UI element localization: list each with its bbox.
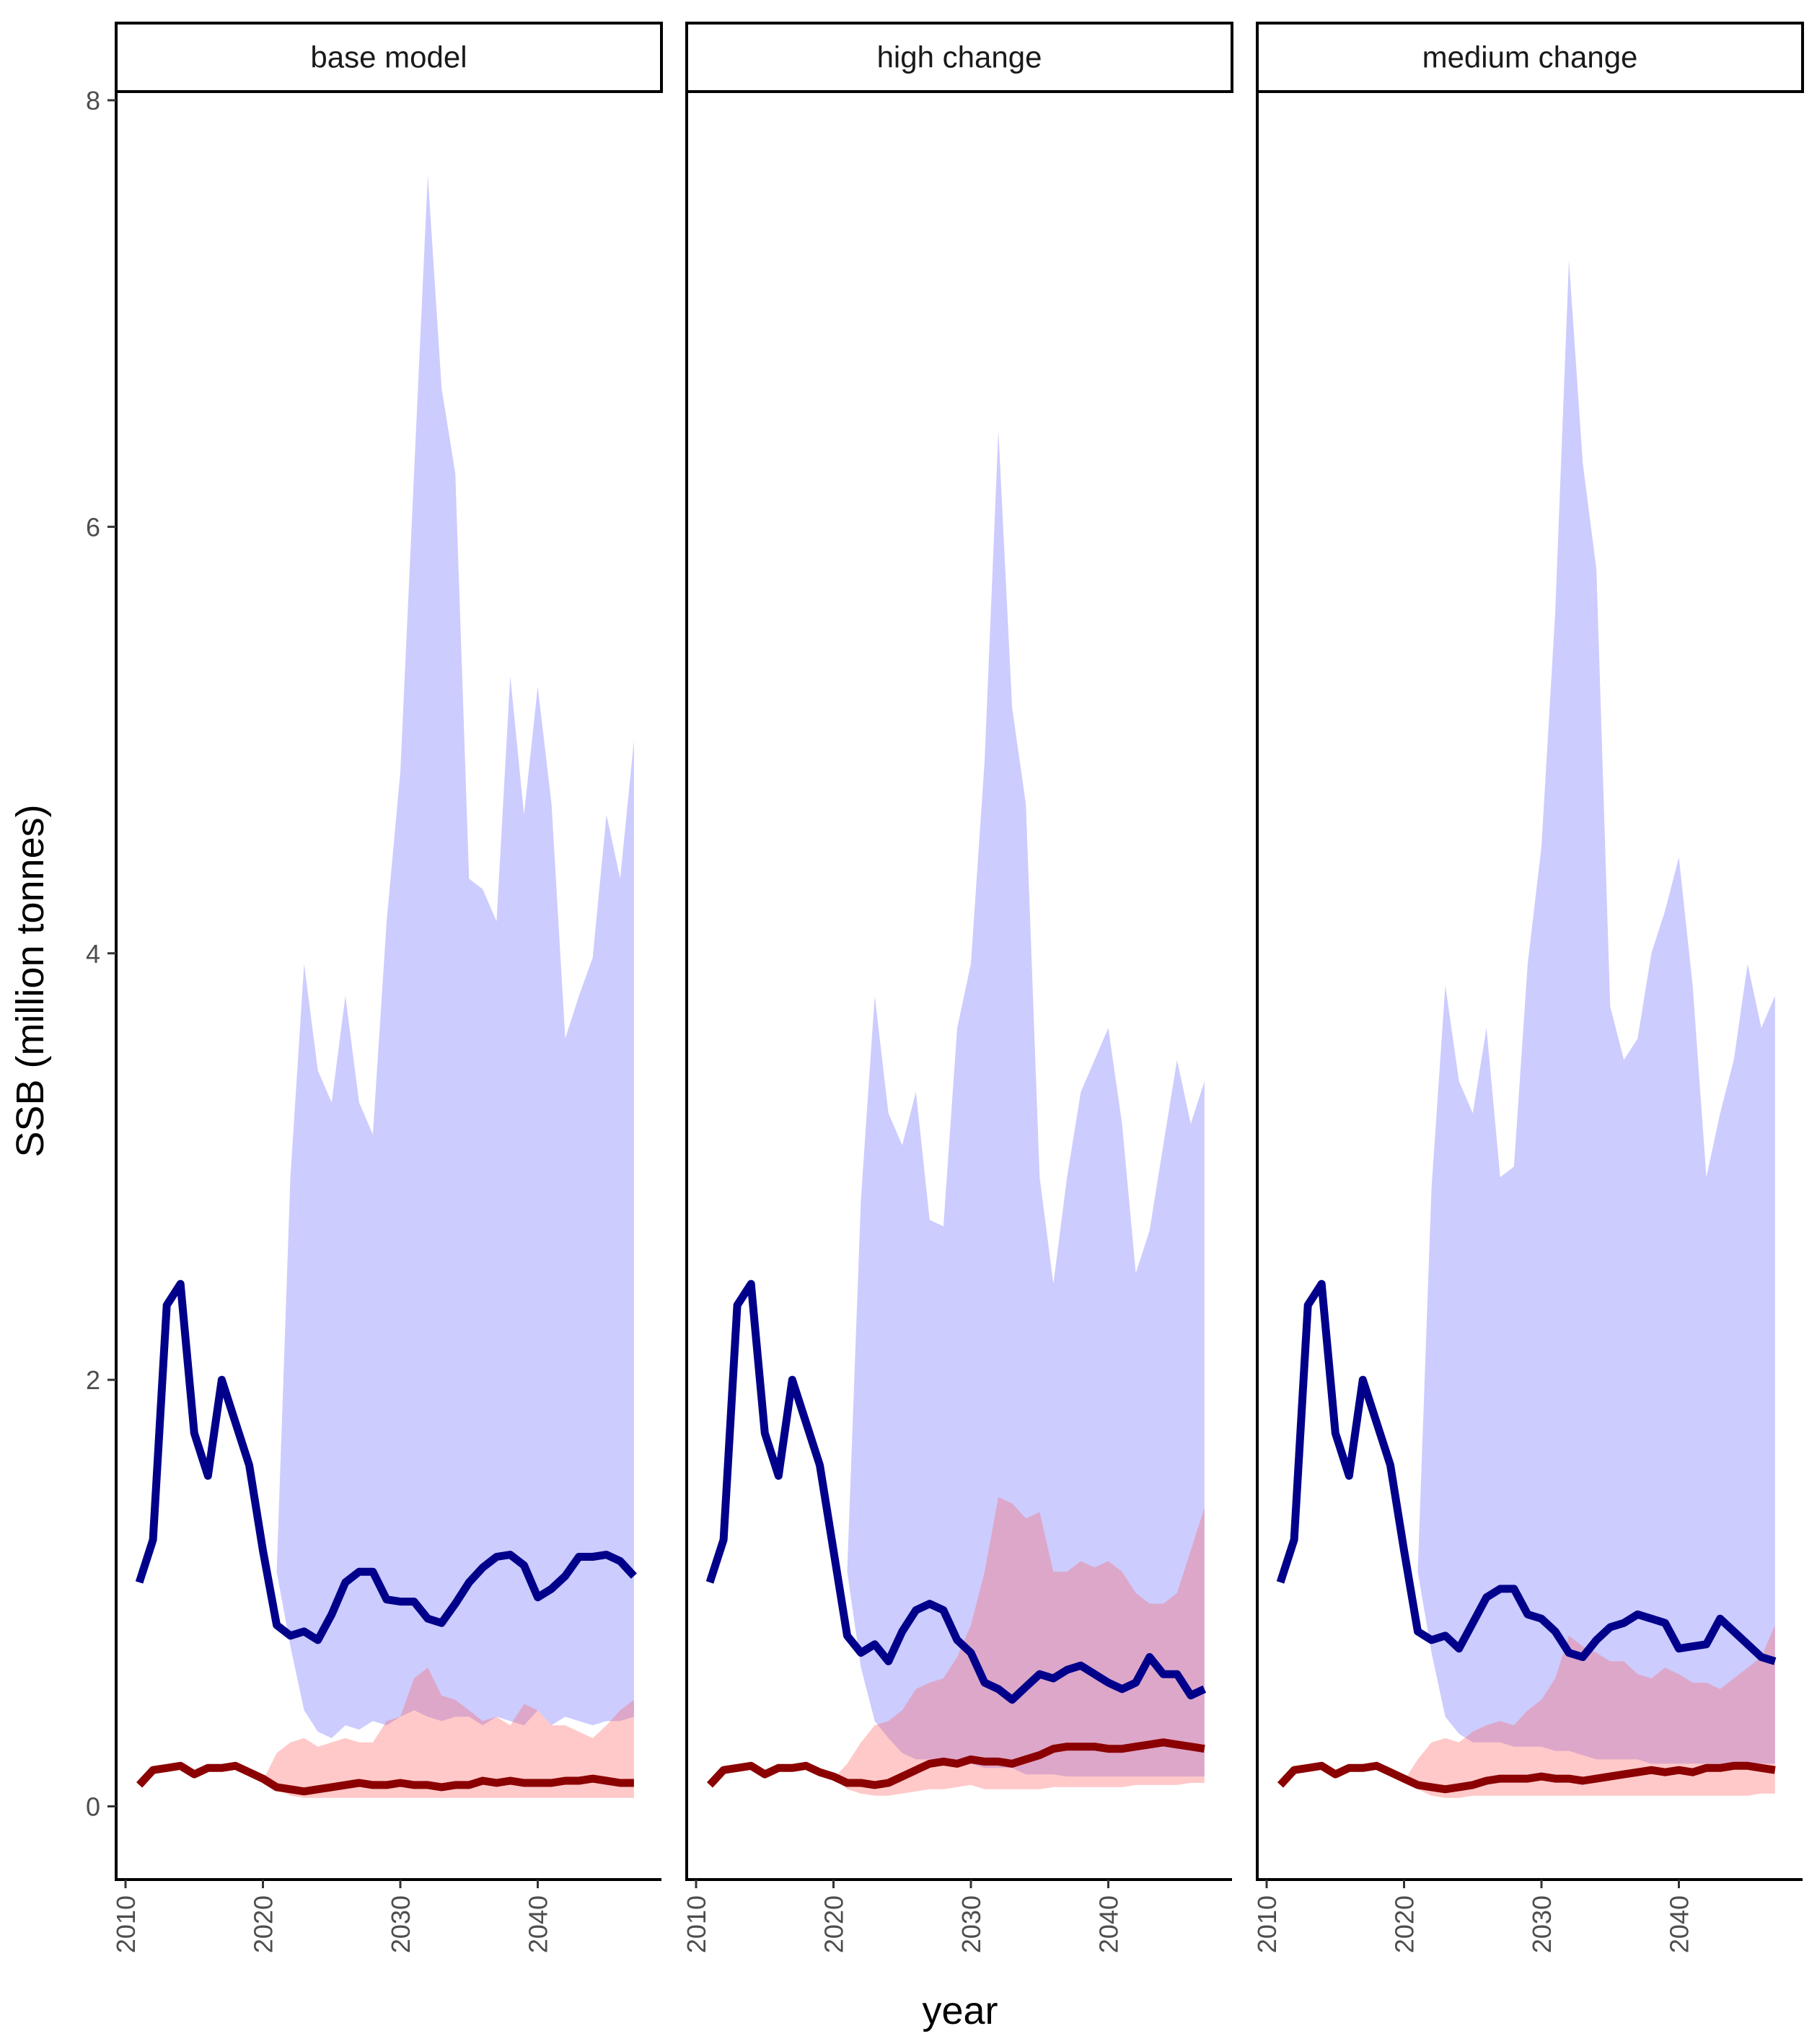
x-axis-title: year <box>922 1989 998 2032</box>
strip-box <box>115 22 663 93</box>
x-tick-label: 2040 <box>524 1895 553 1953</box>
series-2-line <box>706 1738 1205 1789</box>
series-1-line <box>135 1279 637 1644</box>
series-1-ribbon <box>1417 260 1775 1764</box>
x-tick-label: 2010 <box>682 1895 711 1953</box>
strip-label: base model <box>310 40 467 74</box>
x-tick-label: 2020 <box>249 1895 278 1953</box>
strip-box <box>685 22 1233 93</box>
series-2-ribbon <box>833 1497 1205 1796</box>
panel-data <box>705 431 1207 1796</box>
series-2-ribbon <box>263 1668 634 1798</box>
x-tick-label: 2040 <box>1665 1895 1694 1953</box>
strip-box <box>1256 22 1804 93</box>
series-2-line <box>136 1761 634 1796</box>
panel-1: base model <box>115 22 663 1798</box>
x-tick-label: 2010 <box>1252 1895 1282 1953</box>
x-tick-label: 2030 <box>1527 1895 1557 1953</box>
axes-layer: 2010 2020 2030 2040 2010 2020 2030 2040 2010 2020… <box>86 86 1803 1953</box>
panel-3: medium change <box>1256 22 1804 1798</box>
y-tick-label: 0 <box>86 1792 100 1822</box>
series-1-line <box>1276 1279 1777 1665</box>
series-2-ribbon <box>1404 1625 1775 1798</box>
panel-data <box>1276 260 1777 1798</box>
x-tick-label: 2020 <box>1390 1895 1420 1953</box>
y-axis-title: SSB (million tonnes) <box>9 804 52 1157</box>
panel-2: high change <box>685 22 1233 1796</box>
series-2-line <box>1277 1761 1776 1794</box>
series-1-line <box>705 1279 1207 1704</box>
y-tick-label: 4 <box>86 939 100 969</box>
panel-data <box>135 175 637 1798</box>
y-tick-label: 6 <box>86 512 100 542</box>
x-tick-label: 2010 <box>111 1895 141 1953</box>
x-tick-label: 2030 <box>956 1895 986 1953</box>
y-tick-label: 2 <box>86 1365 100 1395</box>
series-1-ribbon <box>276 175 634 1738</box>
x-tick-label: 2020 <box>819 1895 849 1953</box>
x-tick-label: 2040 <box>1094 1895 1124 1953</box>
x-tick-label: 2030 <box>386 1895 415 1953</box>
y-tick-label: 8 <box>86 86 100 115</box>
strip-label: medium change <box>1422 40 1638 74</box>
panels-layer: base model high change medium change <box>115 22 1804 1798</box>
strip-label: high change <box>877 40 1042 74</box>
series-1-ribbon <box>847 431 1205 1777</box>
